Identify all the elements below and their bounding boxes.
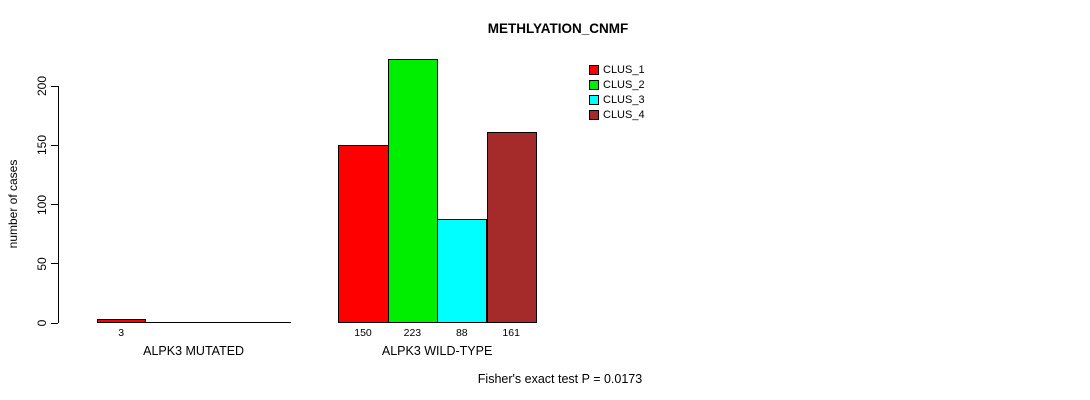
bar-CLUS_3 [437,219,488,323]
legend-item: CLUS_3 [589,92,645,107]
bar-CLUS_4-zero [241,322,292,323]
legend-label: CLUS_3 [603,93,645,106]
chart-title: METHLYATION_CNMF [487,21,629,36]
y-tick-label: 0 [35,319,49,327]
bar-value-label: 88 [455,327,468,339]
legend-label: CLUS_2 [603,78,645,91]
y-tick-label: 50 [35,257,49,271]
bar-CLUS_3-zero [193,322,243,323]
legend-item: CLUS_2 [589,77,645,92]
y-axis-label: number of cases [6,159,20,249]
bar-value-label: 223 [403,327,422,339]
legend-label: CLUS_4 [603,108,645,121]
bar-value-label: 3 [118,327,125,339]
y-tick-label: 150 [35,135,49,156]
bar-CLUS_2 [387,59,439,323]
y-tick [51,85,58,87]
stat-annotation: Fisher's exact test P = 0.0173 [477,372,643,386]
legend-label: CLUS_1 [603,63,645,76]
bar-CLUS_2-zero [145,322,195,323]
bar-CLUS_4 [486,132,537,323]
legend-item: CLUS_4 [589,107,645,122]
legend-swatch-CLUS_2 [589,79,599,90]
legend-item: CLUS_1 [589,62,645,77]
y-tick [51,204,58,205]
bar-CLUS_1 [338,145,389,323]
bar-CLUS_1 [97,319,147,323]
y-axis-line [58,86,59,323]
y-tick [51,144,58,146]
legend-swatch-CLUS_3 [589,94,599,105]
x-category-label: ALPK3 MUTATED [143,344,245,358]
legend: CLUS_1 CLUS_2 CLUS_3 CLUS_4 [589,62,645,122]
y-tick [51,263,58,265]
legend-swatch-CLUS_4 [589,109,599,120]
legend-swatch-CLUS_1 [589,64,599,75]
bar-value-label: 150 [354,327,372,339]
y-tick [51,322,58,324]
y-tick-label: 100 [35,194,49,215]
y-tick-label: 200 [35,75,49,97]
bar-value-label: 161 [502,327,520,339]
x-category-label: ALPK3 WILD-TYPE [381,344,493,358]
